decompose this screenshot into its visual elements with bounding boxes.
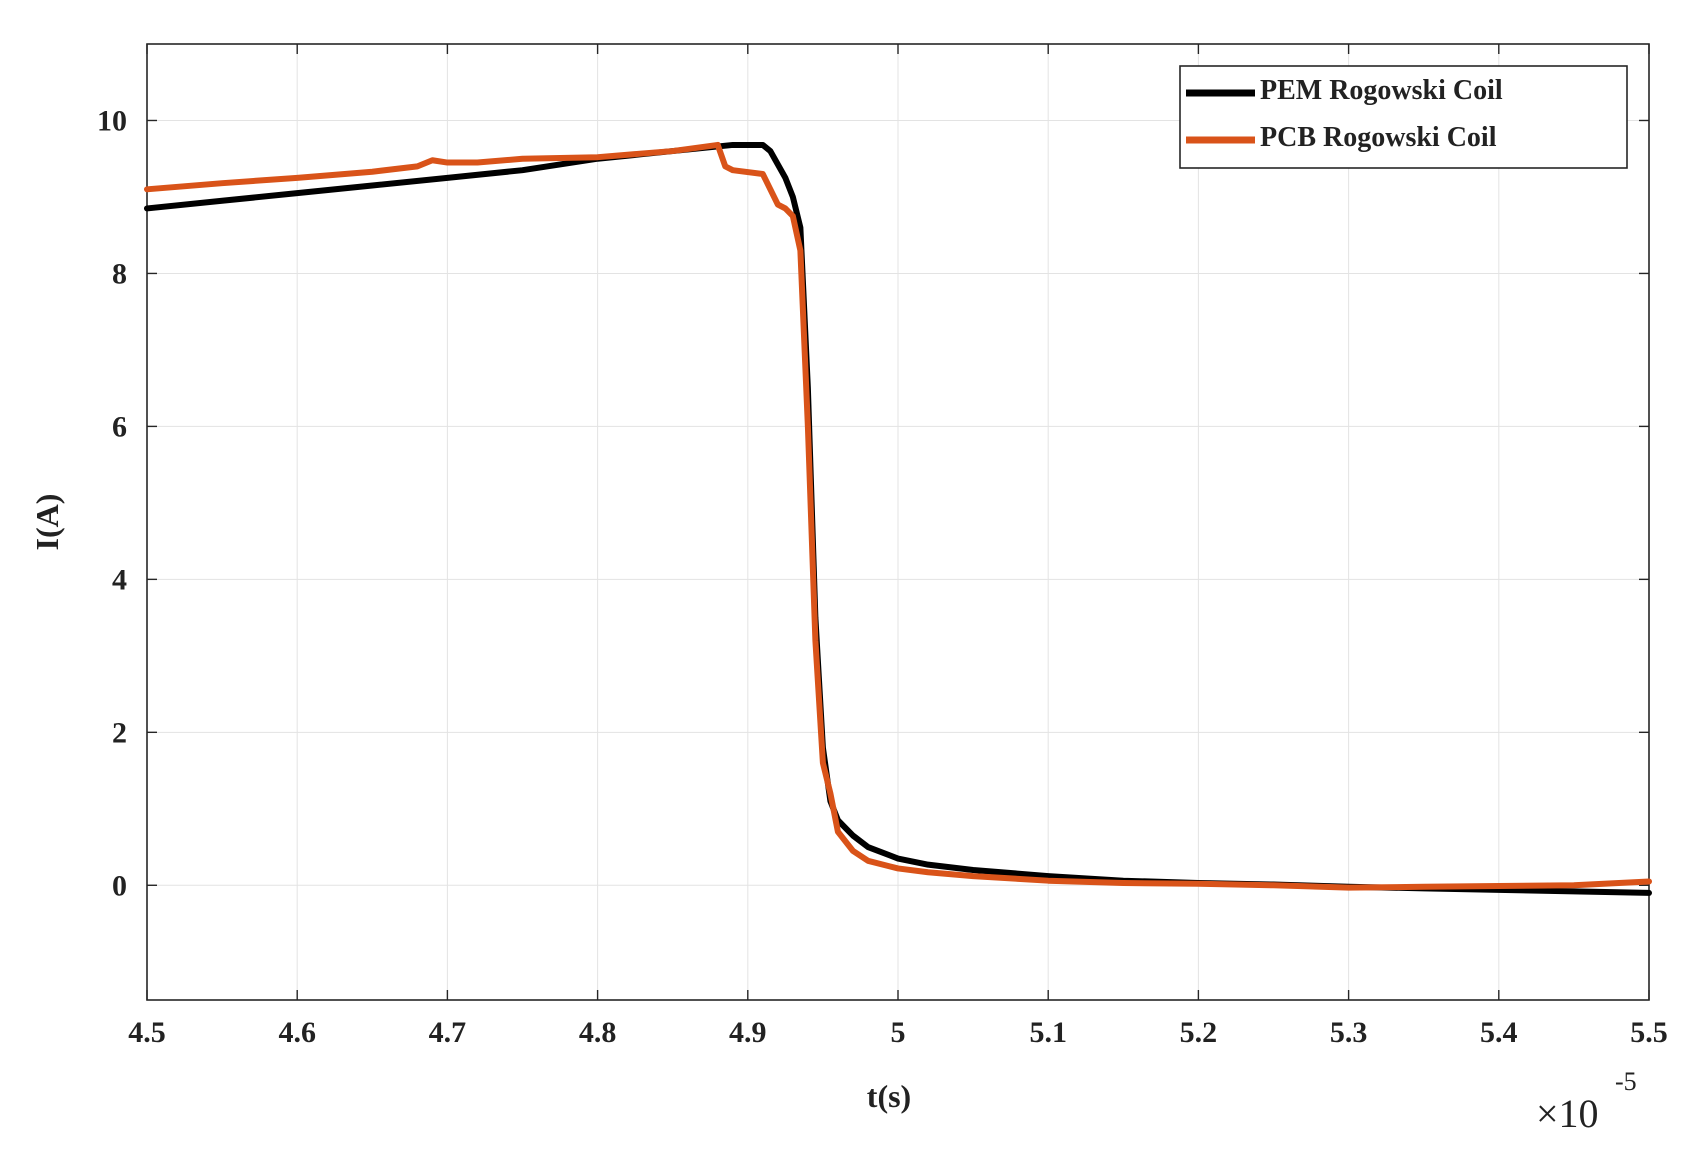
series-layer xyxy=(144,141,1652,896)
series-line-pcb xyxy=(144,141,1652,891)
x-tick-label: 4.9 xyxy=(729,1016,767,1049)
y-tick-label: 10 xyxy=(97,104,127,137)
x-tick-label: 4.8 xyxy=(579,1016,617,1049)
x-tick-label: 4.7 xyxy=(429,1016,467,1049)
tick-labels: 4.5 4.6 4.7 4.8 4.9 5 5.1 5.2 5.3 5.4 5.5 0 2 4 6 8 10 xyxy=(97,104,1668,1049)
x-tick-label: 5.2 xyxy=(1180,1016,1218,1049)
y-axis-title: I(A) xyxy=(29,494,65,551)
tick-marks xyxy=(146,44,1650,1000)
x-tick-label: 4.6 xyxy=(278,1016,316,1049)
x-tick-label: 4.5 xyxy=(128,1016,166,1049)
x-multiplier-exponent: -5 xyxy=(1615,1067,1637,1096)
x-tick-label: 5.4 xyxy=(1480,1016,1518,1049)
legend-label-pem: PEM Rogowski Coil xyxy=(1260,75,1503,106)
legend-label-pcb: PCB Rogowski Coil xyxy=(1260,122,1497,153)
y-tick-label: 8 xyxy=(112,257,127,290)
y-tick-label: 4 xyxy=(112,563,127,596)
x-tick-label: 5 xyxy=(891,1016,906,1049)
x-tick-label: 5.5 xyxy=(1630,1016,1668,1049)
legend-box xyxy=(1179,65,1628,169)
x-axis-title: t(s) xyxy=(867,1078,911,1114)
legend: PEM Rogowski Coil PCB Rogowski Coil xyxy=(1179,65,1628,169)
y-tick-label: 2 xyxy=(112,716,127,749)
x-multiplier-label: ×10 xyxy=(1536,1091,1599,1136)
x-tick-label: 5.3 xyxy=(1330,1016,1368,1049)
y-tick-label: 0 xyxy=(112,869,127,902)
y-tick-label: 6 xyxy=(112,410,127,443)
x-tick-label: 5.1 xyxy=(1029,1016,1067,1049)
